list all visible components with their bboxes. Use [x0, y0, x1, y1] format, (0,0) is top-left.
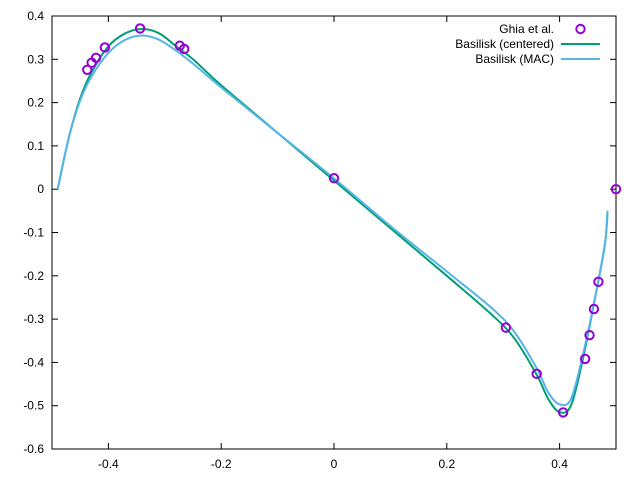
data-point	[557, 407, 569, 418]
data-point	[593, 276, 604, 288]
legend-label: Basilisk (MAC)	[475, 52, 554, 66]
x-tick-label: 0	[331, 457, 338, 471]
legend-marker	[575, 23, 586, 35]
x-tick-label: -0.2	[211, 457, 232, 471]
x-tick-label: -0.4	[98, 457, 119, 471]
data-point	[500, 322, 512, 333]
data-point	[99, 42, 111, 53]
plot-frame	[51, 15, 617, 450]
data-point	[82, 64, 93, 75]
y-tick-label: -0.2	[23, 269, 44, 283]
y-tick-label: -0.3	[23, 312, 44, 326]
y-tick-label: 0.1	[27, 139, 44, 153]
series-layer	[56, 23, 622, 418]
legend: Ghia et al.Basilisk (centered)Basilisk (…	[455, 22, 600, 66]
series-line-2	[56, 34, 609, 407]
legend-label: Ghia et al.	[499, 22, 554, 36]
data-point	[579, 353, 591, 365]
y-tick-label: 0	[37, 182, 44, 196]
data-point	[179, 43, 190, 55]
data-point	[610, 184, 622, 195]
data-point	[531, 368, 542, 380]
y-tick-label: 0.2	[27, 96, 44, 110]
x-tick-label: 0.4	[551, 457, 568, 471]
y-tick-label: 0.4	[27, 9, 44, 23]
legend-label: Basilisk (centered)	[455, 37, 554, 51]
y-tick-label: -0.4	[23, 355, 44, 369]
data-point	[134, 23, 146, 34]
data-point	[588, 303, 600, 315]
y-tick-label: -0.1	[23, 226, 44, 240]
data-point	[328, 173, 340, 184]
axis-ticks: -0.4 -0.2 0 0.2 0.4 0.4 0.3 0.2 0.1 0 -0.1 -0.2 -0.3…	[23, 9, 616, 471]
x-tick-label: 0.2	[438, 457, 455, 471]
data-point	[584, 329, 595, 341]
series-line-1	[56, 27, 609, 414]
y-tick-label: -0.5	[23, 399, 44, 413]
y-tick-label: -0.6	[23, 442, 44, 456]
data-point	[90, 52, 102, 63]
y-tick-label: 0.3	[27, 52, 44, 66]
